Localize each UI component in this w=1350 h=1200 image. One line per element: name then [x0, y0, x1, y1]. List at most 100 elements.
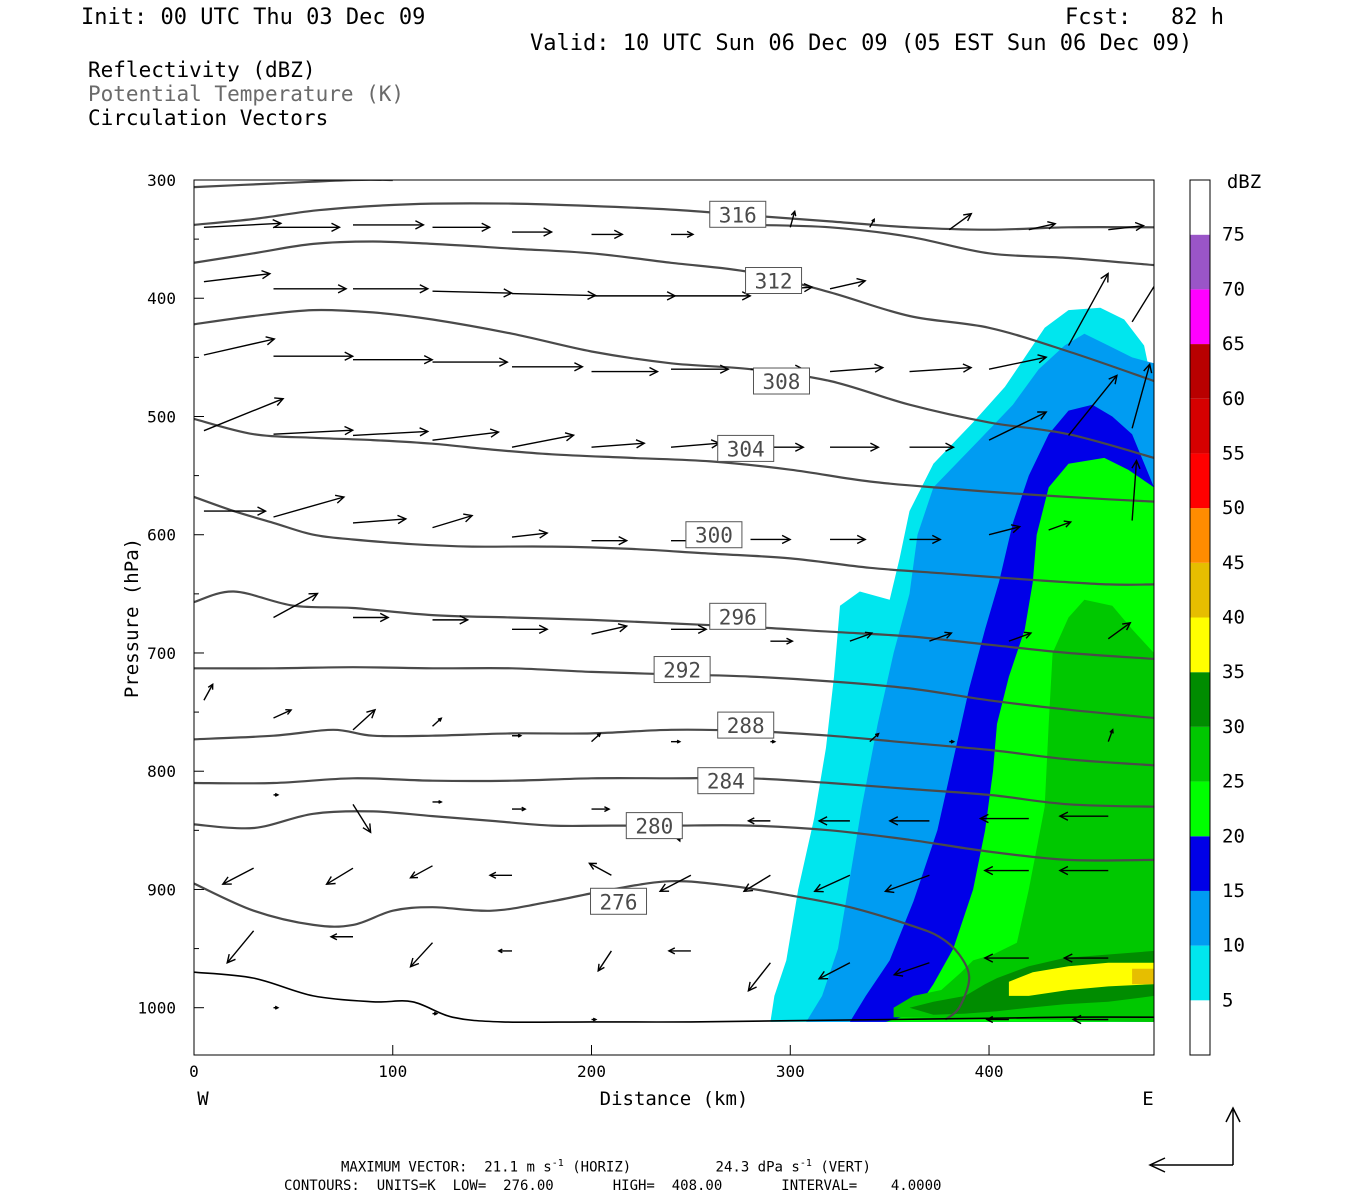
circulation-vector — [983, 865, 1029, 876]
y-tick-label: 700 — [147, 644, 176, 663]
circulation-vector — [1008, 631, 1033, 642]
colorbar-level-label: 75 — [1222, 224, 1245, 246]
theta-contour-284 — [194, 776, 1154, 808]
circulation-vector — [1058, 811, 1109, 821]
theta-contour-296 — [194, 590, 1154, 660]
theta-label-text: 292 — [663, 659, 701, 683]
reflectivity-fill — [770, 307, 1154, 1022]
field-label-reflectivity: Reflectivity (dBZ) — [88, 58, 316, 82]
theta-label-box — [709, 200, 767, 228]
circulation-vector — [830, 534, 867, 545]
field-label-theta: Potential Temperature (K) — [88, 82, 405, 106]
theta-contour-320 — [194, 180, 393, 189]
circulation-vector — [671, 624, 708, 635]
circulation-vector — [511, 529, 549, 539]
reference-vector-icon — [1148, 1106, 1241, 1173]
circulation-vectors — [203, 209, 1154, 1025]
theta-label-box — [697, 767, 755, 795]
y-tick-label: 600 — [147, 526, 176, 545]
colorbar-level-label: 10 — [1222, 935, 1245, 957]
circulation-vector — [1028, 221, 1057, 231]
circulation-vector — [432, 288, 514, 298]
circulation-vector — [352, 427, 430, 437]
circulation-vector — [203, 397, 285, 432]
y-axis-label: Pressure (hPa) — [121, 538, 143, 698]
colorbar-level-label: 5 — [1222, 989, 1233, 1011]
theta-label-box — [653, 656, 711, 684]
circulation-vector — [432, 513, 474, 529]
theta-label-box — [717, 711, 775, 739]
circulation-vector — [497, 948, 513, 954]
circulation-vector — [1131, 285, 1154, 323]
circulation-vector — [1131, 458, 1141, 521]
circulation-vector — [948, 212, 973, 231]
circulation-vector — [352, 514, 408, 525]
field-label-vectors: Circulation Vectors — [88, 106, 329, 130]
circulation-vector — [432, 717, 443, 727]
circulation-vector — [591, 732, 602, 743]
colorbar: 5 10 15 20 25 30 35 40 45 50 55 60 65 70 75 — [1189, 179, 1245, 1056]
circulation-vector — [432, 357, 509, 367]
max-vector-horiz-tag: (HORIZ) — [572, 1159, 632, 1176]
theta-contour-324 — [750, 223, 1154, 267]
circulation-vector — [273, 425, 355, 436]
circulation-vector — [409, 942, 434, 968]
circulation-vector — [1067, 374, 1118, 436]
circulation-vector — [1108, 221, 1146, 232]
colorbar-level-label: 30 — [1222, 716, 1245, 738]
circulation-vector — [909, 534, 942, 545]
colorbar-level-label: 70 — [1222, 278, 1245, 300]
colorbar-swatch-30 — [1190, 672, 1210, 727]
colorbar-swatch-75 — [1190, 180, 1210, 235]
theta-contours — [194, 180, 1154, 1021]
circulation-vector — [830, 442, 880, 452]
init-time: Init: 00 UTC Thu 03 Dec 09 — [81, 5, 426, 30]
circulation-vector — [750, 534, 792, 545]
theta-contour-312 — [194, 240, 1154, 383]
theta-label-316: 316 — [709, 200, 767, 228]
x-tick-label: 400 — [975, 1062, 1004, 1081]
circulation-vector — [985, 1015, 1009, 1024]
circulation-vector — [909, 363, 973, 373]
colorbar-unit: dBZ — [1227, 171, 1261, 193]
colorbar-swatch-5 — [1190, 945, 1210, 1001]
circulation-vector — [353, 354, 434, 365]
theta-contour-304 — [194, 417, 1154, 503]
theta-label-296: 296 — [709, 602, 767, 630]
circulation-vector — [1067, 272, 1109, 346]
circulation-vector — [432, 428, 501, 441]
circulation-vector — [409, 865, 433, 879]
colorbar-swatch-25 — [1190, 726, 1210, 782]
colorbar-swatch-below-5 — [1190, 1000, 1210, 1055]
circulation-vector — [1131, 362, 1153, 429]
circulation-vector — [746, 817, 771, 825]
x-east-label: E — [1142, 1088, 1153, 1110]
circulation-vector — [789, 209, 797, 228]
circulation-vector — [512, 624, 549, 635]
theta-label-308: 308 — [752, 367, 810, 395]
circulation-vector — [670, 439, 721, 449]
colorbar-swatch-65 — [1190, 289, 1210, 345]
circulation-vector — [909, 442, 956, 452]
circulation-vector — [671, 739, 682, 744]
x-axis-label: Distance (km) — [600, 1088, 749, 1110]
circulation-vector — [1071, 1014, 1109, 1025]
circulation-vector — [352, 803, 372, 834]
colorbar-level-label: 15 — [1222, 880, 1245, 902]
circulation-vector — [817, 816, 850, 826]
colorbar-swatch-50 — [1190, 453, 1210, 509]
max-vector-vert: 24.3 dPa s — [715, 1159, 800, 1176]
theta-label-312: 312 — [745, 267, 803, 295]
circulation-vector — [813, 874, 851, 893]
reflectivity-region-40dbz — [1132, 968, 1154, 985]
circulation-vector — [353, 612, 390, 623]
circulation-vector — [949, 739, 956, 744]
circulation-vector — [273, 1005, 280, 1010]
circulation-vector — [988, 354, 1048, 370]
colorbar-swatch-15 — [1190, 836, 1210, 891]
circulation-vector — [432, 222, 492, 233]
colorbar-swatch-60 — [1190, 344, 1210, 399]
circulation-vector — [742, 874, 771, 893]
circulation-vector — [353, 284, 430, 294]
